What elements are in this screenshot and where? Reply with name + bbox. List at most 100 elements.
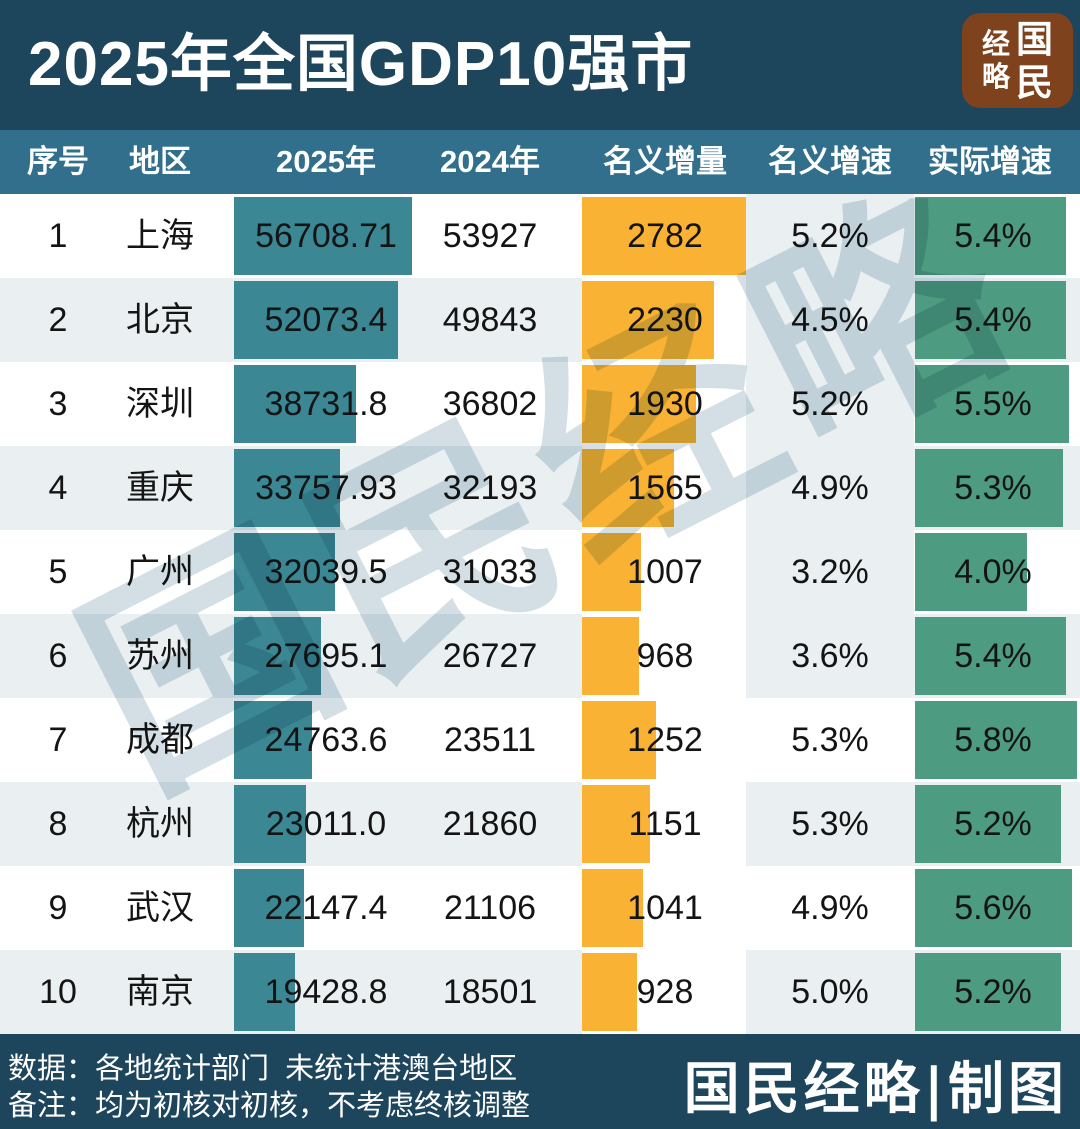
rank-value: 8	[48, 805, 68, 843]
increment-value: 1007	[627, 553, 703, 591]
column-header-gdp-2025: 2025年	[276, 144, 376, 179]
increment-bar	[582, 365, 696, 443]
real-growth-bar	[915, 449, 1064, 527]
increment-value: 2230	[627, 301, 703, 339]
city-name: 上海	[126, 217, 194, 255]
nominal-growth-value: 3.6%	[791, 637, 869, 675]
rank-value: 4	[48, 469, 68, 507]
nominal-growth-column-bg	[746, 614, 914, 698]
real-growth-bar	[915, 617, 1067, 695]
gdp-2024-value: 21106	[443, 889, 537, 927]
gdp-2024-value: 18501	[442, 973, 538, 1011]
gdp-2024-value: 31033	[442, 553, 538, 591]
increment-value: 1252	[627, 721, 703, 759]
table-row: 1 上海 56708.71 53927 2782 5.2% 5.4%	[0, 194, 1080, 278]
rank-value: 7	[48, 721, 68, 759]
column-header-nominal-growth: 名义增速	[768, 144, 892, 179]
real-growth-value: 5.2%	[954, 973, 1032, 1011]
page-title: 2025年全国GDP10强市	[28, 30, 694, 99]
gdp-2025-value: 56708.71	[255, 217, 397, 255]
table-row: 4 重庆 33757.93 32193 1565 4.9% 5.3%	[0, 446, 1080, 530]
logo-left-column: 经 略	[982, 28, 1010, 93]
real-growth-bar	[915, 785, 1061, 863]
increment-value: 1565	[627, 469, 703, 507]
column-header-rank: 序号	[27, 144, 89, 179]
real-growth-bar	[915, 281, 1067, 359]
gdp-2025-bar	[234, 365, 356, 443]
rank-value: 2	[48, 301, 68, 339]
increment-value: 1041	[627, 889, 703, 927]
nominal-growth-value: 4.9%	[791, 889, 869, 927]
increment-value: 2782	[627, 217, 703, 255]
nominal-growth-column-bg	[746, 194, 914, 278]
gdp-2025-bar	[234, 197, 412, 275]
gdp-2025-bar	[234, 785, 307, 863]
gdp-2025-bar	[234, 533, 335, 611]
increment-bar	[582, 785, 650, 863]
nominal-growth-column-bg	[746, 362, 914, 446]
gdp-2024-value: 49843	[442, 301, 538, 339]
gdp-2025-value: 32039.5	[264, 553, 388, 591]
brand-logo: 经 略 国 民	[962, 13, 1073, 108]
increment-bar	[582, 197, 746, 275]
gdp-2024-value: 26727	[442, 637, 538, 675]
logo-char: 民	[1016, 59, 1053, 104]
footer-signature: 国民经略|制图	[683, 1056, 1068, 1122]
gdp-2025-value: 23011.0	[265, 805, 387, 843]
increment-bar	[582, 953, 637, 1031]
gdp-2025-bar	[234, 617, 321, 695]
city-name: 苏州	[126, 637, 194, 675]
increment-bar	[582, 701, 656, 779]
nominal-growth-value: 5.2%	[791, 385, 869, 423]
real-growth-bar	[915, 197, 1067, 275]
gdp-2025-bar	[234, 281, 398, 359]
nominal-growth-value: 5.3%	[791, 805, 869, 843]
rank-value: 3	[48, 385, 68, 423]
real-growth-bar	[915, 869, 1072, 947]
city-name: 南京	[126, 973, 194, 1011]
logo-char: 国	[1016, 16, 1053, 61]
increment-value: 1930	[627, 385, 703, 423]
increment-bar	[582, 281, 714, 359]
footer-remark: 备注：均为初核对初核，不考虑终核调整	[8, 1090, 531, 1122]
city-name: 重庆	[126, 469, 194, 507]
increment-value: 1151	[628, 805, 702, 843]
column-header-real-growth: 实际增速	[928, 144, 1052, 179]
nominal-growth-value: 3.2%	[791, 553, 869, 591]
table-row: 10 南京 19428.8 18501 928 5.0% 5.2%	[0, 950, 1080, 1034]
real-growth-value: 5.4%	[954, 217, 1032, 255]
increment-value: 928	[636, 973, 694, 1011]
real-growth-bar	[915, 533, 1027, 611]
gdp-2025-value: 38731.8	[264, 385, 388, 423]
real-growth-value: 5.5%	[954, 385, 1032, 423]
city-name: 北京	[126, 301, 194, 339]
table-row: 8 杭州 23011.0 21860 1151 5.3% 5.2%	[0, 782, 1080, 866]
rank-value: 5	[48, 553, 68, 591]
increment-value: 968	[636, 637, 694, 675]
gdp-2024-value: 32193	[442, 469, 538, 507]
table-row: 9 武汉 22147.4 21106 1041 4.9% 5.6%	[0, 866, 1080, 950]
gdp-2025-value: 33757.93	[255, 469, 397, 507]
nominal-growth-column-bg	[746, 530, 914, 614]
nominal-growth-column-bg	[746, 278, 914, 362]
gdp-2024-value: 21860	[442, 805, 538, 843]
real-growth-value: 5.4%	[954, 637, 1032, 675]
table-row: 3 深圳 38731.8 36802 1930 5.2% 5.5%	[0, 362, 1080, 446]
table-row: 5 广州 32039.5 31033 1007 3.2% 4.0%	[0, 530, 1080, 614]
column-header-increment: 名义增量	[603, 144, 727, 179]
gdp-2025-value: 52073.4	[264, 301, 388, 339]
gdp-2024-value: 36802	[442, 385, 538, 423]
gdp-2025-value: 22147.4	[264, 889, 388, 927]
gdp-2024-value: 23511	[443, 721, 537, 759]
city-name: 武汉	[126, 889, 194, 927]
city-name: 广州	[126, 553, 194, 591]
city-name: 杭州	[126, 805, 194, 843]
nominal-growth-value: 5.0%	[791, 973, 869, 1011]
table-row: 2 北京 52073.4 49843 2230 4.5% 5.4%	[0, 278, 1080, 362]
gdp-2025-value: 24763.6	[264, 721, 388, 759]
real-growth-value: 5.4%	[954, 301, 1032, 339]
gdp-2025-value: 27695.1	[264, 637, 388, 675]
footer-banner: 数据：各地统计部门 未统计港澳台地区 备注：均为初核对初核，不考虑终核调整 国民…	[0, 1034, 1080, 1129]
nominal-growth-value: 4.5%	[791, 301, 869, 339]
